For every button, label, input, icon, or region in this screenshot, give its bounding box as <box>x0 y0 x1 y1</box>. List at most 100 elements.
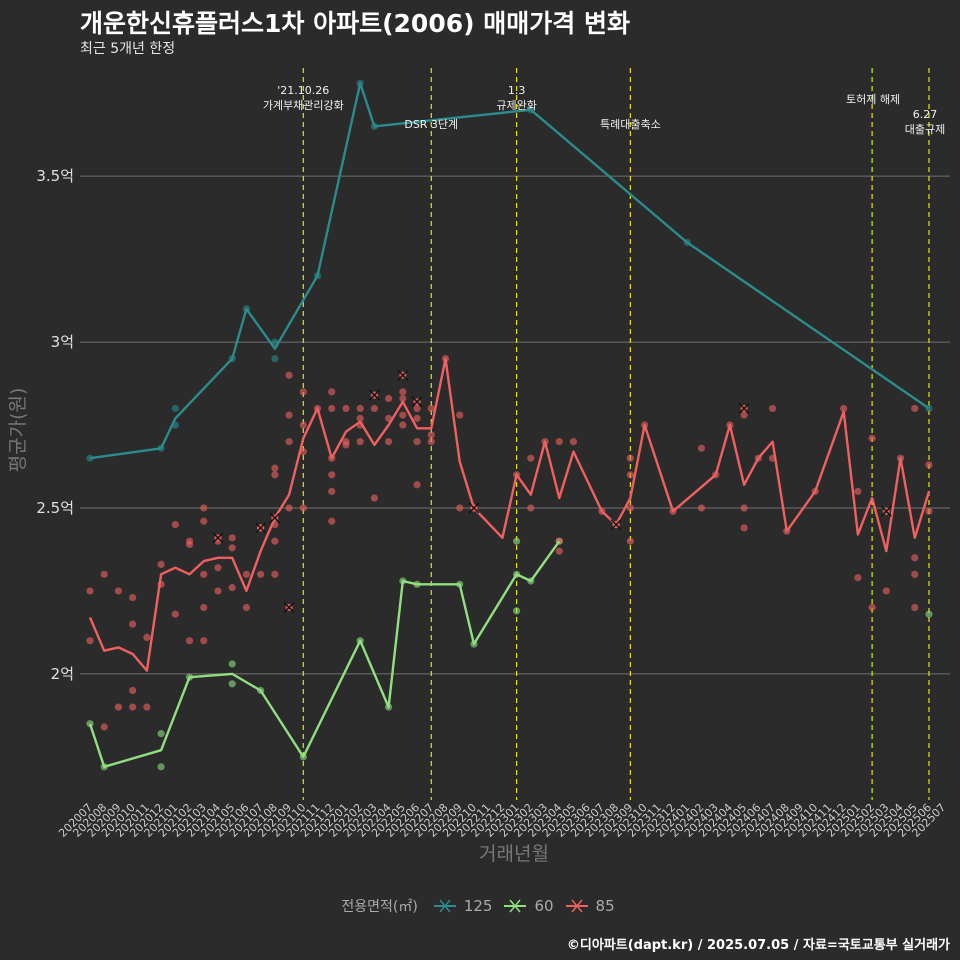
scatter-point-85 <box>527 454 535 462</box>
scatter-point-85 <box>200 517 208 525</box>
scatter-point-85 <box>911 603 919 612</box>
scatter-point-85 <box>697 504 706 512</box>
cancelled-cross-85 <box>880 505 892 517</box>
scatter-point-85 <box>342 441 350 449</box>
legend-item-60: 60 <box>502 896 554 916</box>
legend-item-85: 85 <box>564 896 615 916</box>
series-line-125 <box>89 82 930 460</box>
scatter-point-85 <box>200 504 208 512</box>
scatter-point-85 <box>555 547 563 555</box>
cancelled-cross-85 <box>368 389 380 401</box>
y-tick-label: 2억 <box>51 665 74 683</box>
scatter-point-85 <box>840 404 848 413</box>
scatter-point-85 <box>854 574 862 582</box>
scatter-point-85 <box>911 404 919 413</box>
scatter-point-85 <box>427 404 435 413</box>
scatter-point-85 <box>911 554 919 562</box>
scatter-point-85 <box>868 434 876 442</box>
scatter-point-85 <box>285 504 293 512</box>
scatter-point-85 <box>555 438 563 446</box>
legend-key-85 <box>565 899 588 913</box>
scatter-point-85 <box>328 404 336 413</box>
scatter-point-85 <box>626 471 634 479</box>
cancelled-cross-85 <box>468 502 480 514</box>
scatter-point-85 <box>626 454 634 462</box>
cancelled-cross-85 <box>283 602 295 614</box>
scatter-point-85 <box>456 504 464 512</box>
cancelled-cross-85 <box>255 522 267 534</box>
scatter-point-60 <box>228 660 236 668</box>
scatter-point-85 <box>413 481 421 489</box>
x-axis-title: 거래년월 <box>479 843 549 865</box>
cancelled-cross-85 <box>738 402 750 414</box>
cancelled-cross-85 <box>610 519 622 531</box>
scatter-point-85 <box>100 723 108 731</box>
legend: 전용면적(㎡) 125 60 85 <box>0 896 960 916</box>
policy-annotation-text: 대출규제 <box>905 123 945 136</box>
scatter-point-85 <box>171 520 179 529</box>
credit-line: ©디아파트(dapt.kr) / 2025.07.05 / 자료=국토교통부 실… <box>566 938 950 953</box>
scatter-point-85 <box>129 620 137 628</box>
scatter-point-85 <box>86 637 94 645</box>
cancelled-cross-85 <box>269 512 281 524</box>
cancelled-cross-85 <box>212 532 224 544</box>
scatter-point-85 <box>768 404 777 413</box>
scatter-point-125 <box>171 404 179 413</box>
series-line-85 <box>88 357 931 672</box>
scatter-point-85 <box>399 411 407 419</box>
scatter-point-125 <box>86 454 94 462</box>
scatter-point-85 <box>328 517 336 525</box>
scatter-point-85 <box>242 570 251 578</box>
scatter-point-85 <box>925 507 933 515</box>
scatter-point-85 <box>328 471 336 479</box>
scatter-point-85 <box>356 414 364 422</box>
scatter-point-85 <box>157 560 165 568</box>
scatter-point-85 <box>427 438 435 446</box>
scatter-point-85 <box>271 570 279 578</box>
chart-title: 개운한신휴플러스1차 아파트(2006) 매매가격 변화 <box>80 9 630 38</box>
y-tick-labels: 2억 2.5억 3억 3.5억 <box>36 167 74 683</box>
scatter-point-85 <box>171 610 179 618</box>
scatter-point-85 <box>242 603 251 612</box>
legend-key-125 <box>433 899 456 913</box>
series-line-60 <box>88 540 561 768</box>
policy-annotation-text: 가계부채관리강화 <box>263 99 344 112</box>
scatter-point-85 <box>214 564 222 572</box>
scatter-point-85 <box>100 570 108 578</box>
legend-title: 전용면적(㎡) <box>341 899 418 915</box>
scatter-point-85 <box>399 394 407 403</box>
scatter-point-85 <box>399 388 407 396</box>
policy-annotation-text: 토허제 해제 <box>846 92 900 106</box>
scatter-point-85 <box>328 388 336 396</box>
cancelled-markers <box>212 369 892 614</box>
scatter-point-85 <box>143 703 151 711</box>
y-tick-label: 2.5억 <box>36 499 74 517</box>
scatter-point-85 <box>200 570 208 578</box>
scatter-point-85 <box>370 404 378 413</box>
scatter-point-85 <box>271 471 279 479</box>
scatter-point-60 <box>513 537 521 545</box>
scatter-point-85 <box>114 703 123 711</box>
scatter-point-85 <box>882 587 890 595</box>
scatter-point-85 <box>271 537 279 545</box>
scatter-point-85 <box>427 431 435 439</box>
scatter-point-85 <box>86 587 94 595</box>
scatter-point-85 <box>257 570 265 578</box>
scatter-point-85 <box>740 504 748 512</box>
scatter-point-85 <box>185 637 194 645</box>
scatter-point-85 <box>214 587 222 595</box>
y-tick-label: 3억 <box>51 333 74 351</box>
legend-label-85: 85 <box>595 897 615 915</box>
policy-annotation-text: 규제완화 <box>496 99 536 112</box>
scatter-point-85 <box>925 461 933 469</box>
scatter-point-60 <box>228 680 236 688</box>
x-tick-labels: 2020072020082020092020102020112020122021… <box>56 801 948 840</box>
scatter-point-85 <box>569 438 578 446</box>
scatter-point-125 <box>271 355 279 363</box>
cancelled-cross-85 <box>411 396 423 408</box>
scatter-point-85 <box>911 570 919 578</box>
scatter-point-85 <box>356 438 364 446</box>
